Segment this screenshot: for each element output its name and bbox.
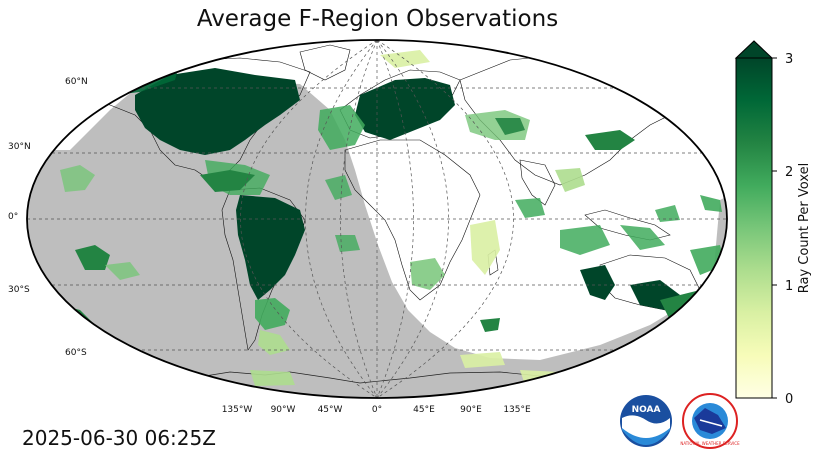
noaa-logo: NOAA [620, 395, 672, 447]
lat-label: 30°N [8, 142, 31, 152]
colorbar: 0 1 2 3 Ray Count Per Voxel [734, 40, 812, 407]
lon-label: 90°W [271, 405, 296, 415]
globe-outline [26, 39, 728, 399]
night-region-west [27, 78, 727, 398]
lon-label: 90°E [460, 405, 482, 415]
lon-label: 135°W [222, 405, 253, 415]
lat-label: 30°S [8, 285, 30, 295]
colorbar-tick: 0 [785, 392, 793, 407]
map-body [27, 40, 727, 398]
nws-logo: NATIONAL WEATHER SERVICE [680, 393, 740, 449]
timestamp: 2025-06-30 06:25Z [22, 426, 216, 450]
colorbar-tick: 2 [785, 165, 793, 180]
colorbar-tick: 3 [785, 52, 793, 67]
colorbar-gradient [735, 57, 773, 399]
noaa-logo-text: NOAA [632, 405, 661, 415]
nws-logo-text: NATIONAL WEATHER SERVICE [680, 441, 740, 446]
colorbar-label: Ray Count Per Voxel [797, 163, 812, 293]
map-title: Average F-Region Observations [196, 6, 559, 32]
lat-label: 0° [8, 212, 18, 222]
latitude-labels: 60°N 30°N 0° 30°S 60°S [8, 77, 88, 358]
lon-label: 0° [372, 405, 382, 415]
lon-label: 45°E [413, 405, 435, 415]
colorbar-tick: 1 [785, 279, 793, 294]
lat-label: 60°S [65, 348, 87, 358]
lat-label: 60°N [65, 77, 88, 87]
lon-label: 45°W [318, 405, 343, 415]
longitude-labels: 135°W 90°W 45°W 0° 45°E 90°E 135°E [222, 405, 531, 415]
graticule [27, 40, 727, 398]
colorbar-extend-arrow [734, 40, 774, 59]
lon-label: 135°E [503, 405, 531, 415]
